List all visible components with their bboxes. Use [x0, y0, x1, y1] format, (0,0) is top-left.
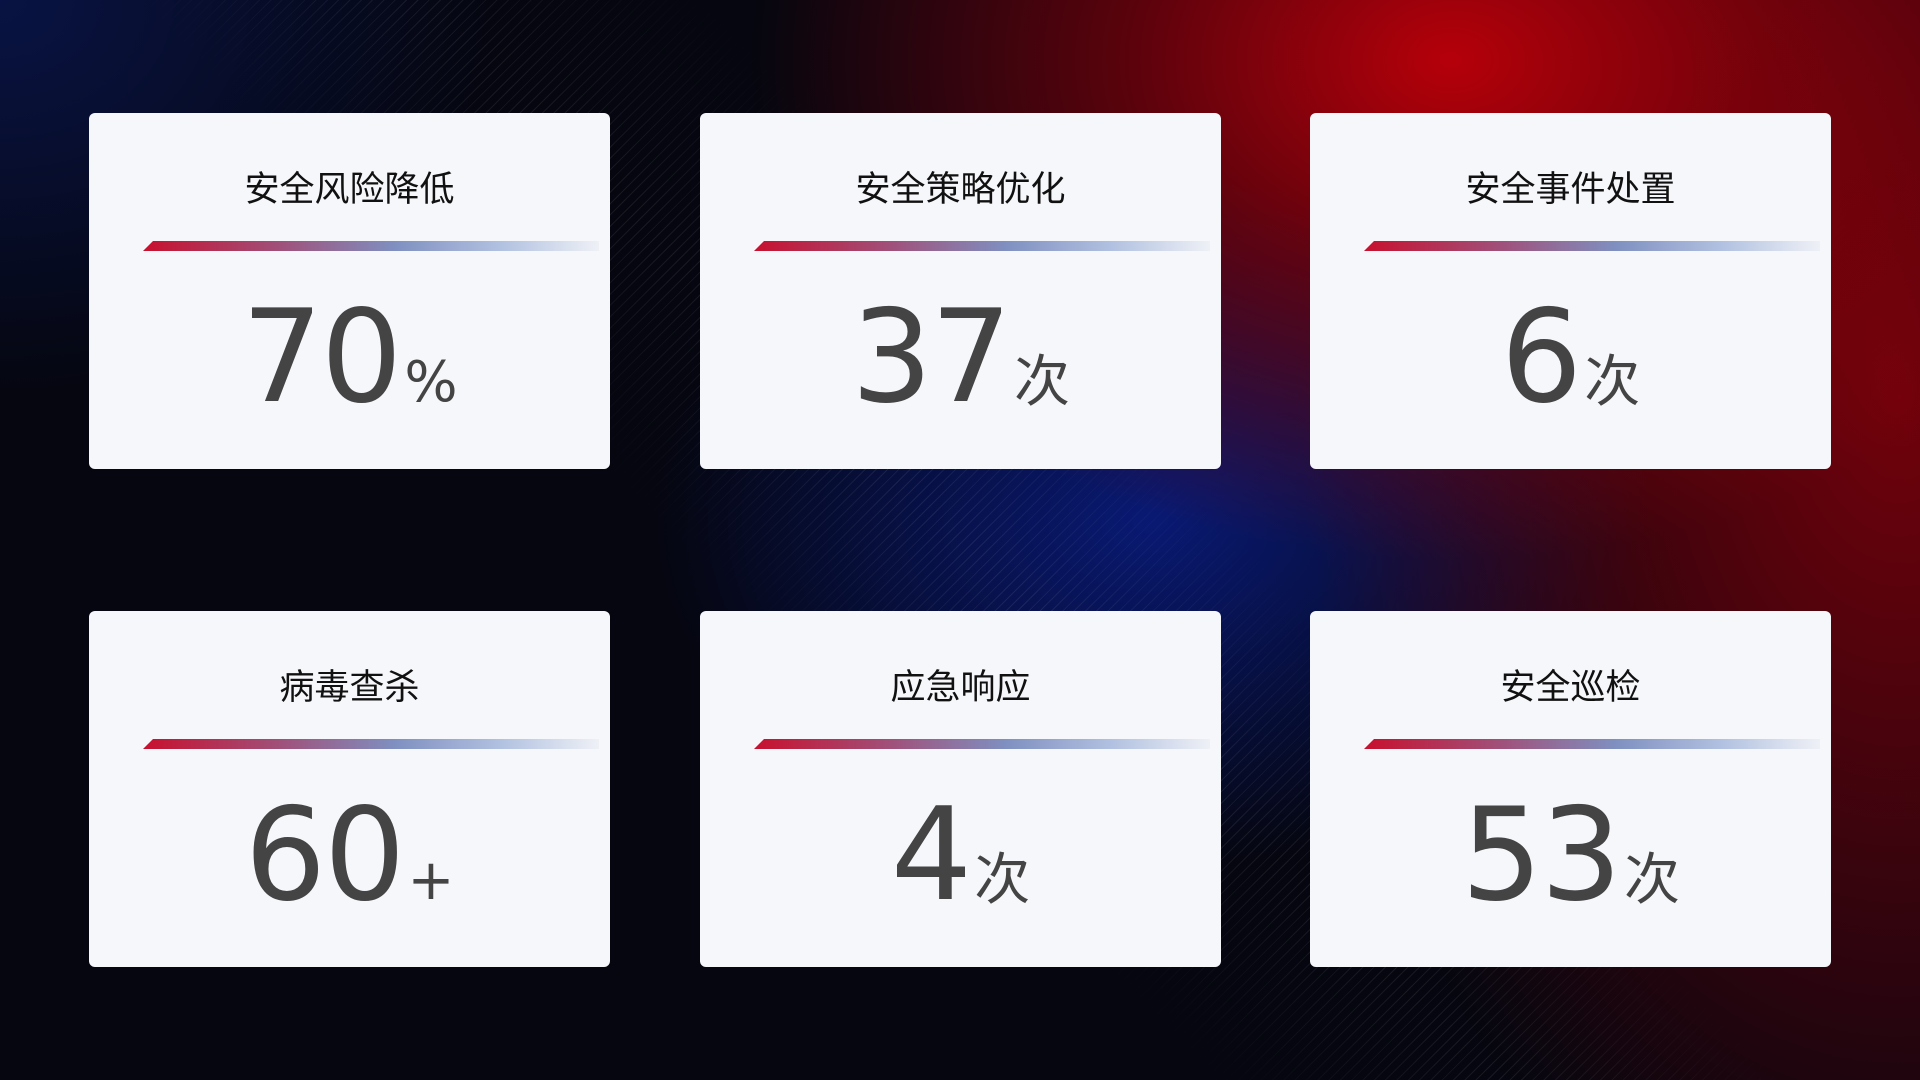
card-value: 37次 — [700, 283, 1221, 432]
card-title: 安全事件处置 — [1465, 170, 1676, 210]
card-title: 安全策略优化 — [855, 170, 1066, 210]
card-value: 70% — [89, 283, 610, 432]
divider-bar — [143, 241, 599, 251]
value-unit: % — [404, 350, 458, 415]
value-number: 4 — [890, 781, 972, 930]
divider-bar — [754, 241, 1210, 251]
stat-card-incident-handling: 安全事件处置 6次 — [1310, 113, 1831, 469]
stat-card-emergency-response: 应急响应 4次 — [700, 611, 1221, 967]
value-number: 37 — [851, 283, 1012, 432]
value-number: 53 — [1461, 781, 1622, 930]
value-number: 70 — [241, 283, 402, 432]
stat-card-risk-reduction: 安全风险降低 70% — [89, 113, 610, 469]
value-number: 60 — [244, 781, 406, 930]
divider-bar — [143, 739, 599, 749]
value-unit: 次 — [1013, 350, 1070, 415]
value-unit: 次 — [974, 848, 1031, 913]
stat-card-virus-removal: 病毒查杀 60+ — [89, 611, 610, 967]
value-unit: 次 — [1584, 350, 1641, 415]
card-title: 应急响应 — [890, 668, 1031, 708]
card-value: 6次 — [1310, 283, 1831, 432]
value-number: 6 — [1500, 283, 1582, 432]
card-value: 60+ — [89, 781, 610, 930]
card-title: 安全风险降低 — [244, 170, 455, 210]
card-title: 安全巡检 — [1500, 668, 1641, 708]
stat-card-security-inspection: 安全巡检 53次 — [1310, 611, 1831, 967]
card-value: 53次 — [1310, 781, 1831, 930]
card-value: 4次 — [700, 781, 1221, 930]
card-title: 病毒查杀 — [279, 668, 420, 708]
divider-bar — [754, 739, 1210, 749]
stat-card-policy-optimization: 安全策略优化 37次 — [700, 113, 1221, 469]
value-unit: 次 — [1623, 848, 1680, 913]
divider-bar — [1364, 739, 1820, 749]
value-unit: + — [407, 848, 455, 913]
divider-bar — [1364, 241, 1820, 251]
